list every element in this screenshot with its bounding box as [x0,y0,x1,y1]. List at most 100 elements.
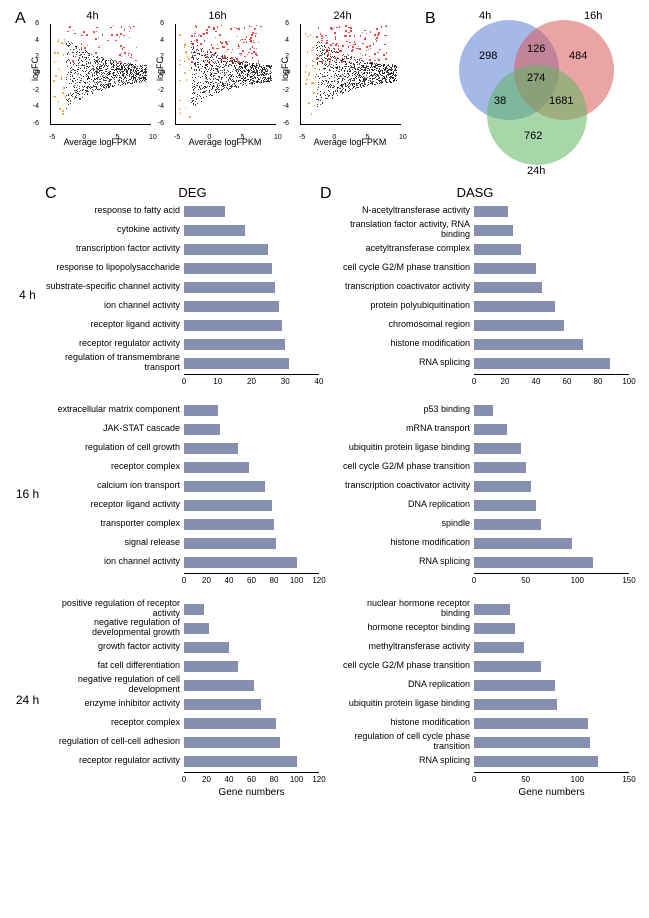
bars-section: C DEG D DASG 4 hresponse to fatty acidcy… [10,185,639,813]
bar-row: transcription coactivator activity [340,279,630,295]
bar [474,604,510,615]
bar-label: growth factor activity [45,642,184,652]
bar-label: nuclear hormone receptor binding [340,599,474,619]
bar [184,604,204,615]
bar [184,443,238,454]
bar [474,519,541,530]
bar-label: calcium ion transport [45,481,184,491]
bar-row: acetyltransferase complex [340,241,630,257]
bar [184,358,289,369]
venn-4-16: 126 [527,43,545,55]
scatter-4h: 4hlogFC-6-4-20246-50510Average logFPKM [35,10,150,147]
scatter-title: 24h [285,10,400,22]
bar-label: protein polyubiquitination [340,301,474,311]
deg-header: DEG [65,185,320,203]
bar [184,718,276,729]
bar-row: negative regulation of developmental gro… [45,620,320,636]
bar-chart: nuclear hormone receptor bindinghormone … [340,601,630,798]
bar-row: cell cycle G2/M phase transition [340,459,630,475]
venn-diagram: 4h 16h 24h 298 484 762 126 38 1681 274 [449,10,629,160]
bar-row: substrate-specific channel activity [45,279,320,295]
bar-label: cell cycle G2/M phase transition [340,661,474,671]
bar [474,642,524,653]
bar-label: RNA splicing [340,358,474,368]
bar-label: ubiquitin protein ligase binding [340,443,474,453]
bar-label: histone modification [340,538,474,548]
bar-row: histone modification [340,535,630,551]
bar [184,500,272,511]
bar-row: ubiquitin protein ligase binding [340,440,630,456]
bar-label: N-acetyltransferase activity [340,206,474,216]
scatter-plot-area: logFC-6-4-20246-50510 [50,24,151,125]
bar-row: RNA splicing [340,355,630,371]
bar [184,405,218,416]
bar [184,538,276,549]
bar-label: regulation of cell cycle phase transitio… [340,732,474,752]
bar [474,538,572,549]
bar-row: signal release [45,535,320,551]
bar-row: transporter complex [45,516,320,532]
bar-label: regulation of cell growth [45,443,184,453]
x-axis: 050100150 [474,573,629,586]
bar [474,699,557,710]
bar [474,206,508,217]
bar [184,301,279,312]
bar-label: ion channel activity [45,301,184,311]
bar-row: protein polyubiquitination [340,298,630,314]
bar [184,680,254,691]
bar-label: receptor regulator activity [45,339,184,349]
bar-row: regulation of cell-cell adhesion [45,734,320,750]
bar-label: transcription factor activity [45,244,184,254]
ylabel: logFC [30,57,40,81]
bar-chart: p53 bindingmRNA transportubiquitin prote… [340,402,630,586]
bar-label: transcription coactivator activity [340,282,474,292]
bar-label: positive regulation of receptor activity [45,599,184,619]
bar-row: calcium ion transport [45,478,320,494]
xlabel: Average logFPKM [50,137,150,147]
panel-a: 4hlogFC-6-4-20246-50510Average logFPKM16… [10,10,410,160]
bar-row: methyltransferase activity [340,639,630,655]
bar-row: cell cycle G2/M phase transition [340,658,630,674]
bar-row: translation factor activity, RNA binding [340,222,630,238]
bar-row: RNA splicing [340,554,630,570]
bar [474,244,521,255]
bar-row: p53 binding [340,402,630,418]
bar [474,481,531,492]
bar-label: cell cycle G2/M phase transition [340,263,474,273]
venn-label-4h: 4h [479,10,491,22]
bar [474,443,521,454]
bar [184,661,238,672]
bar [474,424,507,435]
bar [184,320,282,331]
bar [184,756,297,767]
bar-label: p53 binding [340,405,474,415]
bar-row: negative regulation of cell development [45,677,320,693]
bar [184,642,229,653]
bar-row: cytokine activity [45,222,320,238]
bar [474,225,513,236]
bar-row: spindle [340,516,630,532]
bar [474,339,583,350]
bar-chart: extracellular matrix component JAK-STAT c… [45,402,320,586]
x-axis: 010203040 [184,374,319,387]
bar-label: response to lipopolysaccharide [45,263,184,273]
bar-label: translation factor activity, RNA binding [340,220,474,240]
bar-chart: response to fatty acidcytokine activityt… [45,203,320,387]
bar-label: negative regulation of developmental gro… [45,618,184,638]
bar-row: positive regulation of receptor activity [45,601,320,617]
bars-row-24 h: 24 hpositive regulation of receptor acti… [10,601,639,798]
bar-label: enzyme inhibitor activity [45,699,184,709]
bar [474,405,493,416]
bar-row: JAK-STAT cascade [45,421,320,437]
dasg-header: DASG [340,185,610,203]
timepoint-label: 4 h [10,203,45,387]
bar-row: extracellular matrix component [45,402,320,418]
bar-chart: positive regulation of receptor activity… [45,601,320,798]
bar-row: ubiquitin protein ligase binding [340,696,630,712]
bar-row: cell cycle G2/M phase transition [340,260,630,276]
scatter-plot-area: logFC-6-4-20246-50510 [175,24,276,125]
bar [474,301,555,312]
venn-label-16h: 16h [584,10,602,22]
bar-label: fat cell differentiation [45,661,184,671]
venn-label-24h: 24h [527,165,545,177]
